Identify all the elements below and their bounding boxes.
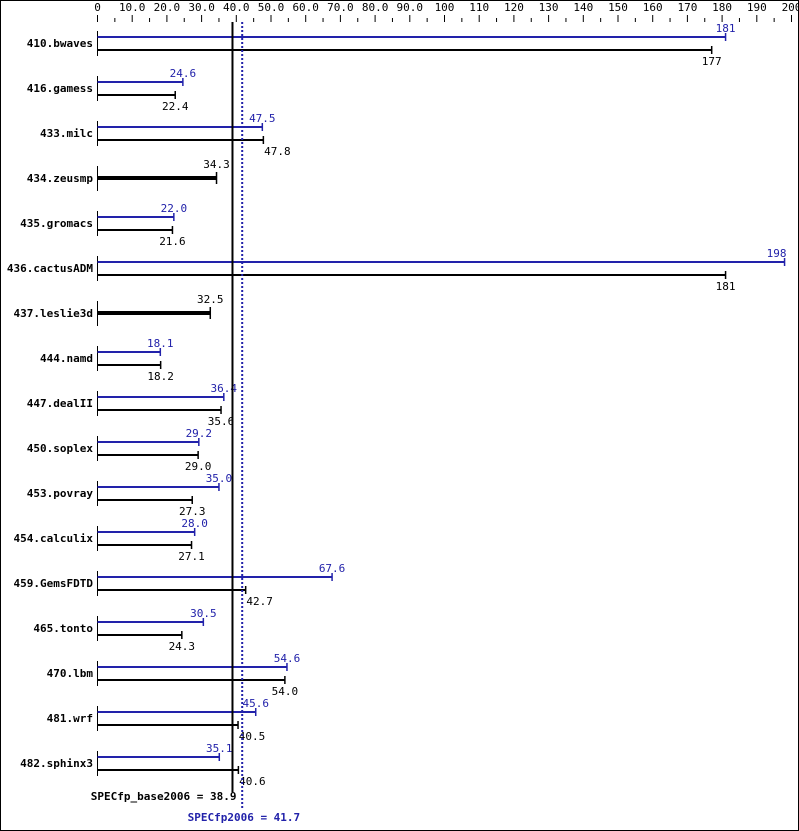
benchmark-row: 410.bwaves 181 177 bbox=[27, 22, 736, 68]
x-tick-label: 160 bbox=[643, 1, 663, 14]
benchmark-row: 453.povray 35.0 27.3 bbox=[27, 472, 232, 518]
benchmark-label: 410.bwaves bbox=[27, 37, 93, 50]
value-label-peak: 67.6 bbox=[319, 562, 346, 575]
benchmark-row: 481.wrf 45.6 40.5 bbox=[47, 697, 269, 743]
x-tick-label: 80.0 bbox=[362, 1, 389, 14]
benchmark-row: 435.gromacs 22.0 21.6 bbox=[20, 202, 187, 248]
benchmark-label: 454.calculix bbox=[14, 532, 94, 545]
bars: 410.bwaves181177416.gamess24.622.4433.mi… bbox=[7, 22, 787, 788]
benchmark-row: 450.soplex 29.2 29.0 bbox=[27, 427, 212, 473]
benchmark-label: 465.tonto bbox=[33, 622, 93, 635]
value-label-base: 177 bbox=[702, 55, 722, 68]
benchmark-label: 436.cactusADM bbox=[7, 262, 93, 275]
value-label-base: 40.6 bbox=[239, 775, 266, 788]
benchmark-label: 447.dealII bbox=[27, 397, 93, 410]
x-tick-label: 180 bbox=[712, 1, 732, 14]
value-label-peak: 24.6 bbox=[170, 67, 197, 80]
benchmark-label: 434.zeusmp bbox=[27, 172, 94, 185]
value-label-peak: 47.5 bbox=[249, 112, 276, 125]
x-tick-label: 100 bbox=[435, 1, 455, 14]
value-label-base: 35.6 bbox=[208, 415, 235, 428]
peak-reference-label: SPECfp2006 = 41.7 bbox=[188, 811, 301, 824]
x-tick-label: 20.0 bbox=[154, 1, 181, 14]
benchmark-label: 453.povray bbox=[27, 487, 94, 500]
value-label-peak: 30.5 bbox=[190, 607, 217, 620]
value-label-base: 32.5 bbox=[197, 293, 224, 306]
x-axis: 0 10.0 20.0 30.0 40.0 50.0 60.0 70.0 80.0 90.0 100… bbox=[94, 1, 799, 22]
benchmark-label: 444.namd bbox=[40, 352, 93, 365]
value-label-base: 47.8 bbox=[264, 145, 291, 158]
benchmark-row: 416.gamess 24.6 22.4 bbox=[27, 67, 196, 113]
benchmark-row: 433.milc 47.5 47.8 bbox=[40, 112, 291, 158]
x-tick-label: 200 bbox=[782, 1, 799, 14]
x-tick-label: 120 bbox=[504, 1, 524, 14]
benchmark-row: 454.calculix 28.0 27.1 bbox=[14, 517, 208, 563]
x-tick-label: 110 bbox=[469, 1, 489, 14]
value-label-peak: 35.0 bbox=[206, 472, 233, 485]
x-tick-label: 90.0 bbox=[397, 1, 424, 14]
benchmark-label: 416.gamess bbox=[27, 82, 93, 95]
value-label-base: 40.5 bbox=[239, 730, 266, 743]
benchmark-row: 436.cactusADM 198 181 bbox=[7, 247, 787, 293]
value-label-base: 27.3 bbox=[179, 505, 206, 518]
base-reference-label: SPECfp_base2006 = 38.9 bbox=[91, 790, 237, 803]
value-label-base: 181 bbox=[716, 280, 736, 293]
benchmark-label: 433.milc bbox=[40, 127, 93, 140]
x-tick-label: 140 bbox=[573, 1, 593, 14]
benchmark-label: 459.GemsFDTD bbox=[14, 577, 94, 590]
x-tick-label: 0 bbox=[94, 1, 101, 14]
x-tick-label: 50.0 bbox=[258, 1, 285, 14]
benchmark-label: 482.sphinx3 bbox=[20, 757, 93, 770]
value-label-peak: 29.2 bbox=[186, 427, 213, 440]
reference-lines: SPECfp_base2006 = 38.9 SPECfp2006 = 41.7 bbox=[91, 22, 300, 824]
value-label-peak: 22.0 bbox=[161, 202, 188, 215]
value-label-peak: 28.0 bbox=[181, 517, 208, 530]
x-tick-label: 130 bbox=[539, 1, 559, 14]
x-tick-label: 170 bbox=[677, 1, 697, 14]
value-label-peak: 36.4 bbox=[211, 382, 238, 395]
benchmark-label: 481.wrf bbox=[47, 712, 93, 725]
value-label-base: 54.0 bbox=[272, 685, 299, 698]
benchmark-label: 450.soplex bbox=[27, 442, 94, 455]
benchmark-row: 447.dealII 36.4 35.6 bbox=[27, 382, 238, 428]
value-label-peak: 54.6 bbox=[274, 652, 301, 665]
x-tick-label: 190 bbox=[747, 1, 767, 14]
value-label-base: 34.3 bbox=[203, 158, 230, 171]
x-tick-label: 30.0 bbox=[188, 1, 215, 14]
value-label-peak: 18.1 bbox=[147, 337, 174, 350]
value-label-peak: 198 bbox=[767, 247, 787, 260]
x-tick-label: 70.0 bbox=[327, 1, 354, 14]
benchmark-row: 459.GemsFDTD 67.6 42.7 bbox=[14, 562, 346, 608]
value-label-peak: 35.1 bbox=[206, 742, 233, 755]
x-tick-label: 150 bbox=[608, 1, 628, 14]
value-label-base: 18.2 bbox=[147, 370, 174, 383]
benchmark-row: 482.sphinx3 35.1 40.6 bbox=[20, 742, 265, 788]
x-tick-label: 40.0 bbox=[223, 1, 250, 14]
benchmark-row: 434.zeusmp 34.3 bbox=[27, 158, 230, 191]
benchmark-row: 444.namd 18.1 18.2 bbox=[40, 337, 174, 383]
benchmark-label: 437.leslie3d bbox=[14, 307, 93, 320]
value-label-base: 27.1 bbox=[178, 550, 205, 563]
value-label-base: 21.6 bbox=[159, 235, 186, 248]
x-tick-label: 10.0 bbox=[119, 1, 146, 14]
benchmark-label: 470.lbm bbox=[47, 667, 94, 680]
value-label-peak: 45.6 bbox=[242, 697, 269, 710]
benchmark-row: 465.tonto 30.5 24.3 bbox=[33, 607, 216, 653]
benchmark-row: 470.lbm 54.6 54.0 bbox=[47, 652, 301, 698]
value-label-base: 22.4 bbox=[162, 100, 189, 113]
benchmark-row: 437.leslie3d 32.5 bbox=[14, 293, 224, 326]
value-label-base: 24.3 bbox=[169, 640, 196, 653]
value-label-base: 42.7 bbox=[246, 595, 273, 608]
value-label-peak: 181 bbox=[716, 22, 736, 35]
x-tick-label: 60.0 bbox=[292, 1, 319, 14]
value-label-base: 29.0 bbox=[185, 460, 212, 473]
benchmark-label: 435.gromacs bbox=[20, 217, 93, 230]
